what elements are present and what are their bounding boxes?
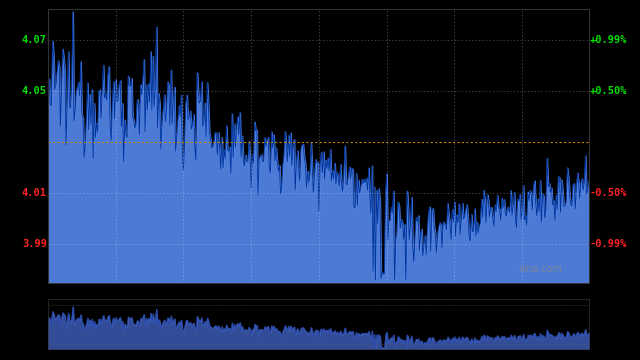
Text: -0.50%: -0.50% <box>590 188 627 198</box>
Text: 4.07: 4.07 <box>22 35 47 45</box>
Text: 4.05: 4.05 <box>22 86 47 96</box>
Text: -0.99%: -0.99% <box>590 239 627 249</box>
Text: +0.99%: +0.99% <box>590 35 627 45</box>
Text: 4.01: 4.01 <box>22 188 47 198</box>
Text: 3.99: 3.99 <box>22 239 47 249</box>
Text: sina.com: sina.com <box>518 264 563 274</box>
Text: +0.50%: +0.50% <box>590 86 627 96</box>
